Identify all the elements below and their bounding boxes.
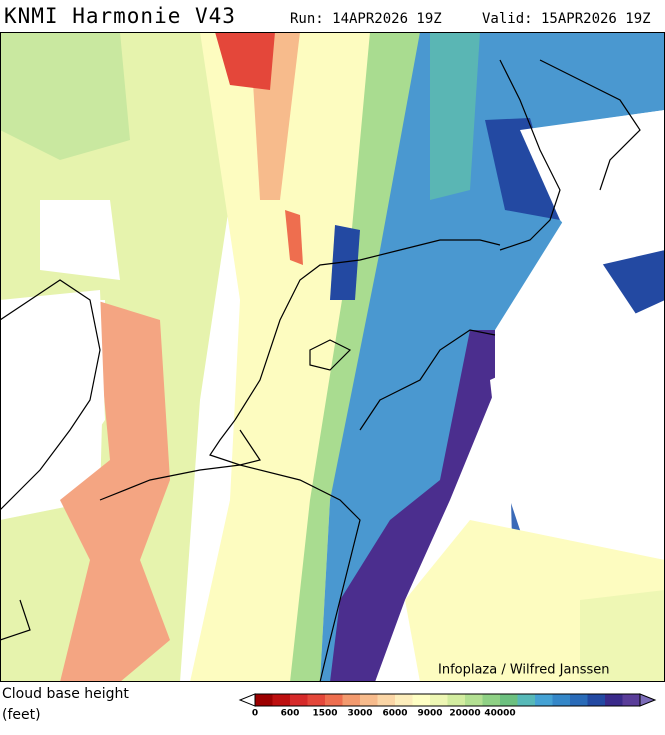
colorbar-arrow [238,693,256,707]
colorbar-segment [517,694,536,706]
title: KNMI Harmonie V43 [4,4,236,28]
colorbar-segment [447,694,466,706]
legend-title: Cloud base height [2,686,129,702]
colorbar-segment [272,694,291,706]
colorbar-label: 1500 [312,709,337,719]
colorbar-segment [482,694,501,706]
colorbar-segment [360,694,378,706]
colorbar-label: 0 [252,709,258,719]
colorbar-segment [325,694,343,706]
valid-time: Valid: 15APR2026 19Z [482,11,651,27]
colorbar-label: 3000 [347,709,372,719]
colorbar-segment [307,694,326,706]
colorbar-segment [605,694,623,706]
colorbar-segment [412,694,431,706]
colorbar-segment [377,694,396,706]
colorbar-segment [255,694,273,706]
credit: Infoplaza / Wilfred Janssen [438,663,610,678]
run-time: Run: 14APR2026 19Z [290,11,442,27]
colorbar-label: 9000 [417,709,442,719]
colorbar-arrow [639,693,657,707]
colorbar-segment [570,694,588,706]
map: Infoplaza / Wilfred Janssen [0,32,665,683]
colorbar-label: 600 [281,709,300,719]
colorbar-segment [430,694,448,706]
colorbar-frame [254,693,641,707]
colorbar-segment [465,694,483,706]
colorbar-segment [535,694,553,706]
colorbar-segment [290,694,308,706]
colorbar-segment [587,694,606,706]
colorbar-segment [552,694,571,706]
colorbar-segment [395,694,413,706]
colorbar-label: 20000 [449,709,480,719]
colorbar-segment [622,694,641,706]
colorbar-segment [500,694,518,706]
colorbar-segment [342,694,361,706]
colorbar-label: 6000 [382,709,407,719]
colorbar-label: 40000 [484,709,515,719]
colorbar: 0 600 1500 3000 6000 9000 20000 40000 [238,693,657,719]
legend-unit: (feet) [2,707,41,723]
